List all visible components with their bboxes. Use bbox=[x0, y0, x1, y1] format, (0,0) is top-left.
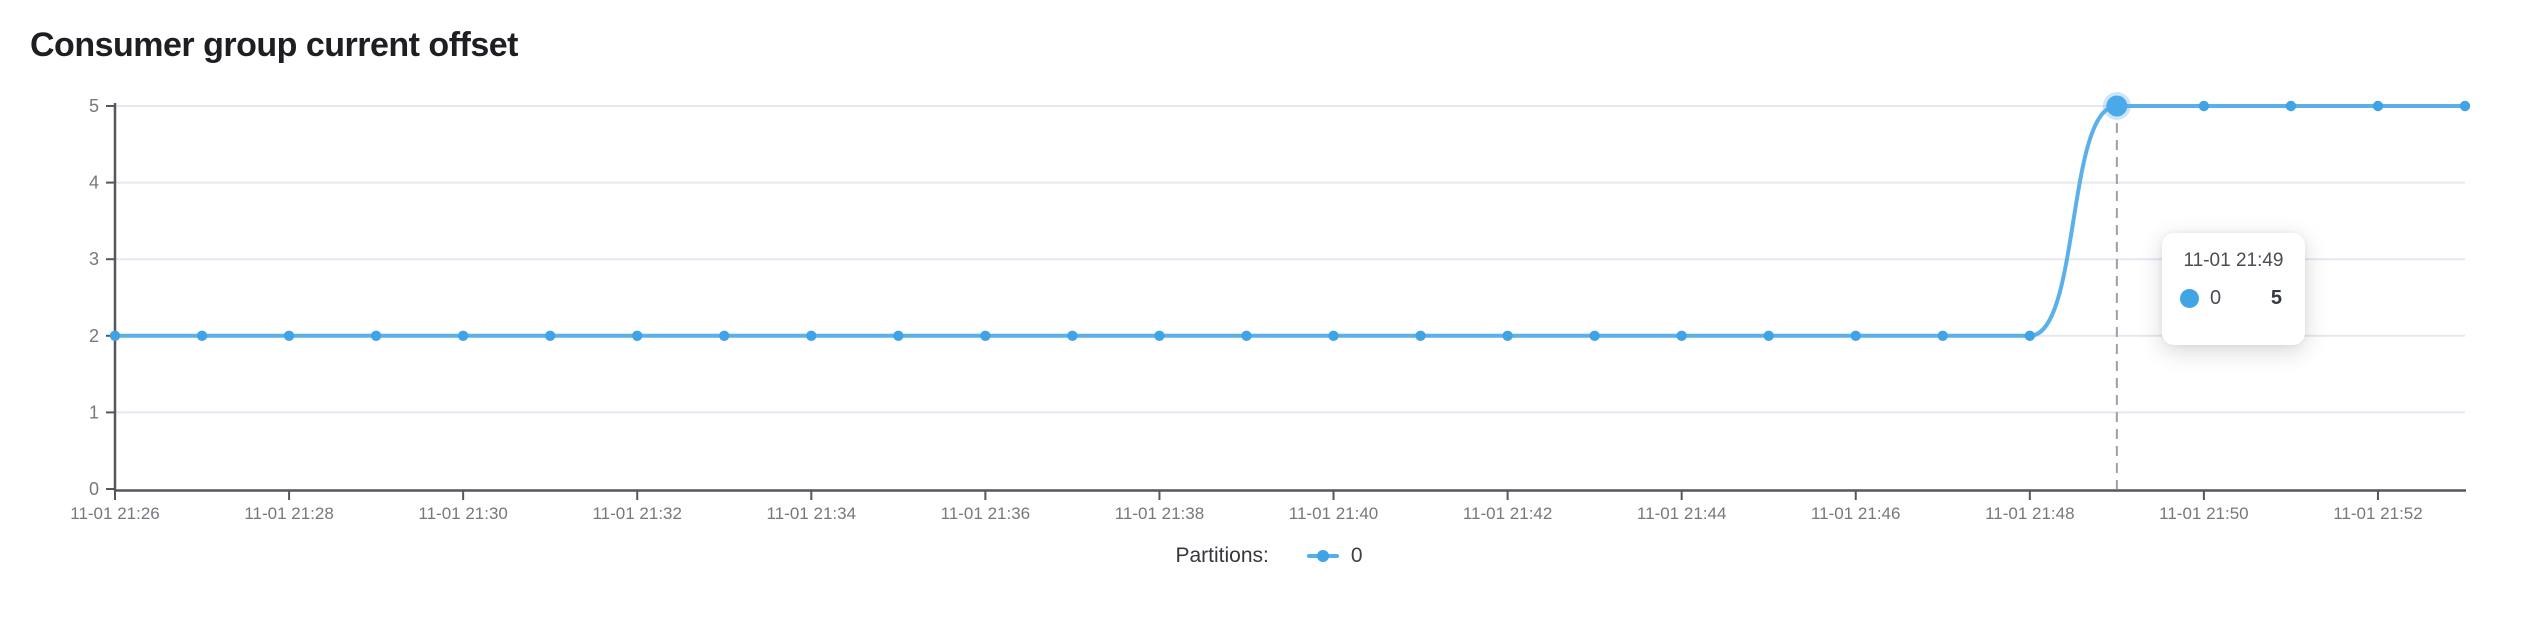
data-point[interactable] bbox=[632, 330, 643, 341]
data-point[interactable] bbox=[544, 330, 556, 341]
offset-line-chart[interactable]: 0 1 2 3 4 5 11-01 21:26 11-01 21:28 11-01 21:30 1… bbox=[0, 0, 2538, 545]
chart-legend: Partitions: 0 bbox=[0, 539, 2538, 573]
data-point[interactable] bbox=[719, 330, 730, 341]
data-point[interactable] bbox=[1763, 330, 1774, 341]
legend-item-partition-0[interactable]: 0 bbox=[1306, 544, 1363, 568]
x-tick-label: 11-01 21:32 bbox=[592, 504, 681, 523]
data-point[interactable] bbox=[1328, 330, 1339, 341]
x-tick-label: 11-01 21:40 bbox=[1289, 504, 1378, 523]
data-point[interactable] bbox=[1589, 330, 1600, 341]
data-point[interactable] bbox=[2024, 330, 2036, 341]
y-tick-label: 3 bbox=[89, 249, 99, 269]
x-tick-label: 11-01 21:44 bbox=[1637, 504, 1726, 523]
y-tick-label: 0 bbox=[89, 479, 99, 499]
data-point[interactable] bbox=[1937, 330, 1948, 341]
data-point[interactable] bbox=[196, 330, 208, 341]
data-point[interactable] bbox=[2285, 100, 2297, 112]
data-point[interactable] bbox=[1850, 330, 1861, 341]
data-point[interactable] bbox=[109, 330, 121, 341]
x-tick-label: 11-01 21:48 bbox=[1985, 504, 2074, 523]
x-tick-label: 11-01 21:36 bbox=[941, 504, 1030, 523]
data-point[interactable] bbox=[457, 330, 469, 341]
data-point[interactable] bbox=[2198, 100, 2210, 112]
data-point[interactable] bbox=[980, 330, 991, 341]
chart-tooltip: 11-01 21:49 0 5 bbox=[2162, 233, 2305, 345]
data-point[interactable] bbox=[1415, 330, 1426, 341]
legend-dot-icon bbox=[1316, 550, 1329, 562]
x-tick-label: 11-01 21:30 bbox=[418, 504, 507, 523]
chart-title: Consumer group current offset bbox=[30, 26, 518, 64]
data-point[interactable] bbox=[370, 330, 382, 341]
y-tick-label: 2 bbox=[89, 326, 99, 346]
line-series-marker-icon bbox=[1306, 549, 1339, 563]
series-color-dot-icon bbox=[2180, 289, 2199, 308]
data-point[interactable] bbox=[1502, 330, 1513, 341]
data-point[interactable] bbox=[283, 330, 295, 341]
data-point[interactable] bbox=[806, 330, 817, 341]
x-tick-label: 11-01 21:34 bbox=[767, 504, 856, 523]
legend-label: Partitions: bbox=[1175, 544, 1269, 567]
data-point[interactable] bbox=[2459, 100, 2471, 112]
x-tick-label: 11-01 21:50 bbox=[2159, 504, 2248, 523]
x-tick-label: 11-01 21:28 bbox=[244, 504, 333, 523]
data-point[interactable] bbox=[893, 330, 904, 341]
y-tick-label: 5 bbox=[89, 96, 99, 116]
data-point[interactable] bbox=[2372, 100, 2384, 112]
chart-canvas[interactable]: 0 1 2 3 4 5 11-01 21:26 11-01 21:28 11-01 21:30 1… bbox=[0, 0, 2538, 545]
data-point[interactable] bbox=[1067, 330, 1078, 341]
legend-series-name: 0 bbox=[1350, 544, 1363, 567]
active-data-point[interactable] bbox=[2106, 95, 2128, 117]
tooltip-series-value: 5 bbox=[2270, 287, 2282, 309]
tooltip-timestamp: 11-01 21:49 bbox=[2183, 250, 2284, 271]
y-tick-label: 4 bbox=[89, 173, 99, 193]
data-point[interactable] bbox=[1154, 330, 1165, 341]
x-tick-label: 11-01 21:38 bbox=[1115, 504, 1204, 523]
tooltip-series-row: 0 5 bbox=[2162, 287, 2305, 310]
y-tick-label: 1 bbox=[89, 402, 99, 422]
x-tick-label: 11-01 21:42 bbox=[1463, 504, 1552, 523]
tooltip-series-name: 0 bbox=[2210, 287, 2222, 309]
x-tick-label: 11-01 21:52 bbox=[2333, 504, 2422, 523]
x-tick-label: 11-01 21:46 bbox=[1811, 504, 1900, 523]
data-point[interactable] bbox=[1241, 330, 1252, 341]
x-tick-label: 11-01 21:26 bbox=[70, 504, 159, 523]
data-point[interactable] bbox=[1676, 330, 1687, 341]
series-line bbox=[113, 104, 2467, 338]
